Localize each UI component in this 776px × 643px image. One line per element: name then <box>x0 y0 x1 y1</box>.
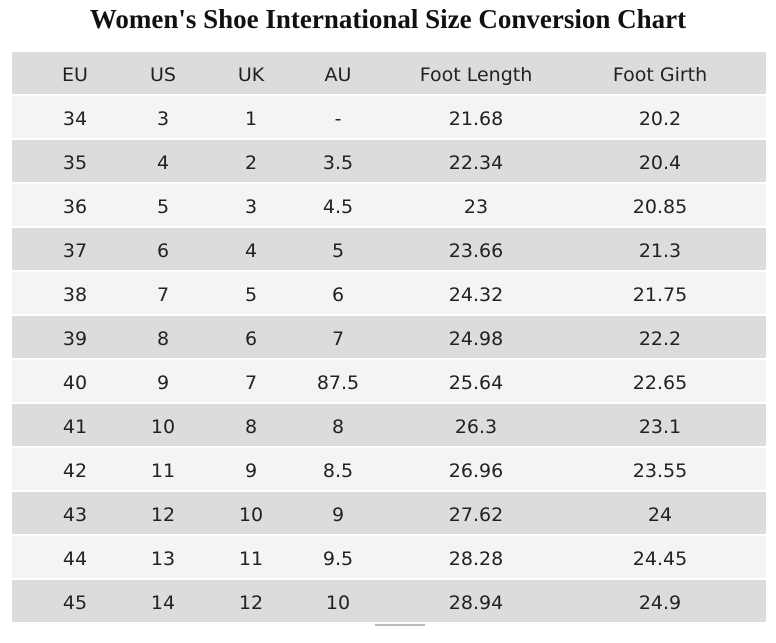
table-row: 36 5 3 4.5 23 20.85 <box>12 184 766 226</box>
cell: 4 <box>244 240 258 262</box>
cell: 8.5 <box>322 460 354 482</box>
cell: 13 <box>150 548 176 570</box>
table-row: 35 4 2 3.5 22.34 20.4 <box>12 140 766 182</box>
cell: 24.32 <box>448 284 504 306</box>
cell: 7 <box>331 328 345 350</box>
cell: 10 <box>325 592 351 614</box>
cell: 37 <box>62 240 88 262</box>
table-row: 41 10 8 8 26.3 23.1 <box>12 404 766 446</box>
header-cell: AU <box>324 64 352 86</box>
cell: 23.1 <box>638 416 682 438</box>
cell: 9 <box>156 372 170 394</box>
cell: 45 <box>62 592 88 614</box>
cell: 20.2 <box>638 108 682 130</box>
cell: 34 <box>62 108 88 130</box>
cell: 12 <box>150 504 176 526</box>
cell: 26.3 <box>454 416 498 438</box>
header-cell: US <box>150 64 176 86</box>
cell: 22.2 <box>638 328 682 350</box>
cell: 14 <box>150 592 176 614</box>
cell: 36 <box>62 196 88 218</box>
table-row: 39 8 6 7 24.98 22.2 <box>12 316 766 358</box>
cell: 22.34 <box>448 152 504 174</box>
header-cell: Foot Length <box>419 64 533 86</box>
header-cell: UK <box>237 64 265 86</box>
cell: 4.5 <box>322 196 354 218</box>
cell: 40 <box>62 372 88 394</box>
title: Women's Shoe International Size Conversi… <box>89 4 687 34</box>
cell: 24.98 <box>448 328 504 350</box>
cell: 1 <box>244 108 258 130</box>
header-cell: Foot Girth <box>612 64 708 86</box>
cell: 3 <box>156 108 170 130</box>
cell: 24.45 <box>632 548 688 570</box>
cell: 21.75 <box>632 284 688 306</box>
cell: 7 <box>156 284 170 306</box>
cell: 43 <box>62 504 88 526</box>
cell: 8 <box>244 416 258 438</box>
cell: 27.62 <box>448 504 504 526</box>
cell: 11 <box>238 548 264 570</box>
cell: 4 <box>156 152 170 174</box>
cell: 22.65 <box>632 372 688 394</box>
cell: 5 <box>156 196 170 218</box>
table-row: 37 6 4 5 23.66 21.3 <box>12 228 766 270</box>
cell: 42 <box>62 460 88 482</box>
cell: 10 <box>238 504 264 526</box>
cell: 23 <box>463 196 489 218</box>
cell: 44 <box>62 548 88 570</box>
cell: 5 <box>244 284 258 306</box>
cell: 12 <box>238 592 264 614</box>
table-row: 43 12 10 9 27.62 24 <box>12 492 766 534</box>
cell: 87.5 <box>316 372 360 394</box>
cell: 28.28 <box>448 548 504 570</box>
header-row: EU US UK AU Foot Length Foot Girth <box>12 52 766 94</box>
cell: 24 <box>647 504 673 526</box>
cell: 3.5 <box>322 152 354 174</box>
table-row: 40 9 7 87.5 25.64 22.65 <box>12 360 766 402</box>
table-row: 34 3 1 - 21.68 20.2 <box>12 96 766 138</box>
cell: 25.64 <box>448 372 504 394</box>
cell: 6 <box>331 284 345 306</box>
cell: 2 <box>244 152 258 174</box>
cell: 26.96 <box>448 460 504 482</box>
cell: 8 <box>156 328 170 350</box>
cell: 39 <box>62 328 88 350</box>
decor-line <box>375 624 425 626</box>
table-row: 45 14 12 10 28.94 24.9 <box>12 580 766 622</box>
cell: 20.85 <box>632 196 688 218</box>
cell: 3 <box>244 196 258 218</box>
cell: 28.94 <box>448 592 504 614</box>
cell: 8 <box>331 416 345 438</box>
cell: 24.9 <box>638 592 682 614</box>
table-row: 42 11 9 8.5 26.96 23.55 <box>12 448 766 490</box>
cell: 23.66 <box>448 240 504 262</box>
cell: 10 <box>150 416 176 438</box>
cell: 38 <box>62 284 88 306</box>
cell: 5 <box>331 240 345 262</box>
table-row: 38 7 5 6 24.32 21.75 <box>12 272 766 314</box>
cell: 21.68 <box>448 108 504 130</box>
cell: 9.5 <box>322 548 354 570</box>
cell: 35 <box>62 152 88 174</box>
cell: 23.55 <box>632 460 688 482</box>
header-cell: EU <box>62 64 88 86</box>
cell: 6 <box>244 328 258 350</box>
cell: 9 <box>244 460 258 482</box>
table: EU US UK AU Foot Length Foot Girth 34 3 1-21.68 2… <box>12 52 766 624</box>
cell: 21.3 <box>638 240 682 262</box>
cell: 6 <box>156 240 170 262</box>
table-row: 44 13 11 9.5 28.28 24.45 <box>12 536 766 578</box>
cell: 11 <box>150 460 176 482</box>
cell: 20.4 <box>638 152 682 174</box>
cell: 9 <box>331 504 345 526</box>
cell: 7 <box>244 372 258 394</box>
cell: 41 <box>62 416 88 438</box>
cell: - <box>334 108 342 130</box>
